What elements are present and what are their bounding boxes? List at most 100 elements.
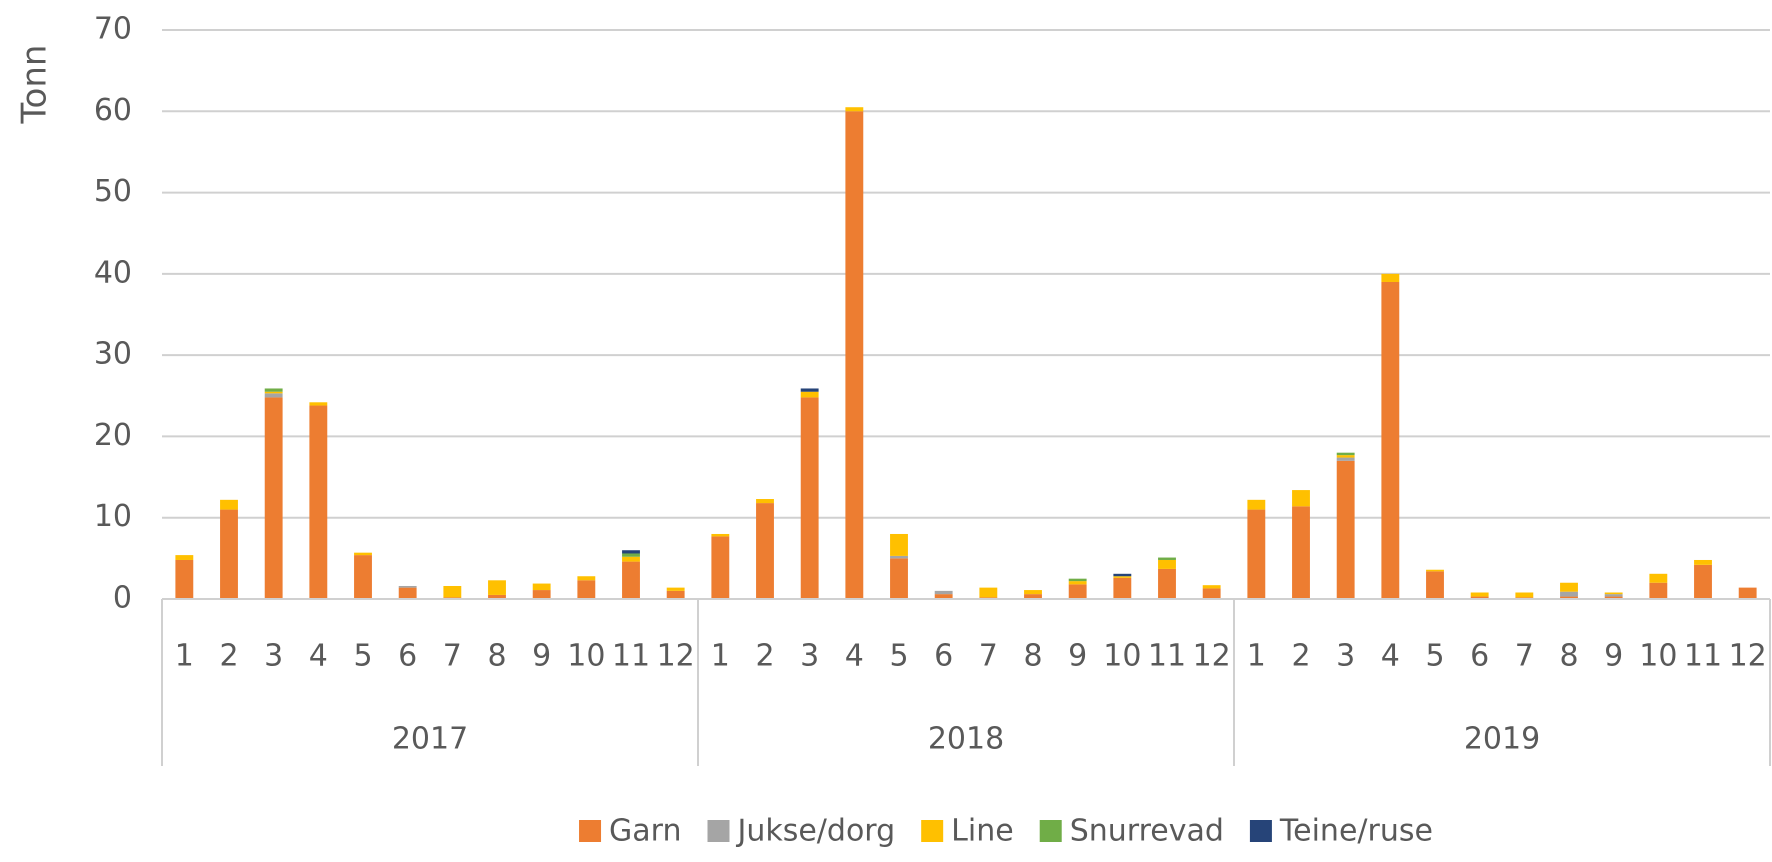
bar-segment <box>1336 457 1355 461</box>
bar-segment <box>264 388 283 392</box>
x-tick-label: 12 <box>657 639 695 674</box>
bar-segment <box>264 397 283 599</box>
bar-segment <box>1202 585 1221 589</box>
bar-segment <box>532 583 551 591</box>
x-tick-label: 7 <box>979 639 998 674</box>
bar-segment <box>845 107 864 112</box>
x-tick-label: 7 <box>443 639 462 674</box>
bar-segment <box>890 533 908 556</box>
bar-segment <box>577 576 596 581</box>
x-tick-label: 11 <box>1148 639 1186 674</box>
x-tick-label: 7 <box>1515 639 1534 674</box>
bar-segment <box>622 553 640 557</box>
bar-segment <box>622 550 640 554</box>
bar-segment <box>1336 455 1355 458</box>
group-label: 2019 <box>1464 722 1540 757</box>
bar-segment <box>666 590 685 599</box>
x-tick-label: 12 <box>1729 639 1767 674</box>
legend-label: Teine/ruse <box>1279 814 1433 849</box>
x-tick-label: 5 <box>889 639 908 674</box>
bar-segment <box>1158 557 1176 560</box>
x-tick-label: 5 <box>353 639 372 674</box>
bar-segment <box>622 561 640 599</box>
x-tick-label: 2 <box>219 639 238 674</box>
bar-segment <box>845 111 864 600</box>
bar-segment <box>354 552 372 556</box>
x-tick-label: 4 <box>1381 639 1400 674</box>
bar-segment <box>264 391 283 394</box>
x-tick-label: 8 <box>487 639 506 674</box>
bar-segment <box>1604 594 1623 597</box>
bar-segment <box>443 585 462 598</box>
y-tick-label: 40 <box>94 255 132 290</box>
y-tick-label: 30 <box>94 337 132 372</box>
x-tick-label: 11 <box>1684 639 1722 674</box>
bar-segment <box>1113 576 1132 578</box>
bar-segment <box>577 580 596 599</box>
x-tick-label: 8 <box>1559 639 1578 674</box>
bar-segment <box>711 533 730 537</box>
bar-segment <box>890 558 908 599</box>
x-tick-label: 12 <box>1193 639 1231 674</box>
bar-segment <box>175 555 194 560</box>
x-tick-label: 9 <box>1604 639 1623 674</box>
bar-segment <box>1292 506 1310 599</box>
bar-segment <box>1426 571 1444 599</box>
x-tick-label: 6 <box>398 639 417 674</box>
legend-swatch <box>1039 820 1062 842</box>
x-tick-label: 11 <box>612 639 650 674</box>
legend-label: Snurrevad <box>1070 814 1224 849</box>
bar-segment <box>1247 509 1266 599</box>
x-tick-label: 1 <box>711 639 730 674</box>
bar-segment <box>1068 584 1087 599</box>
x-tick-label: 6 <box>1470 639 1489 674</box>
bar-segment <box>1068 578 1087 582</box>
bar-segment <box>622 556 640 562</box>
x-tick-label: 4 <box>845 639 864 674</box>
x-tick-label: 2 <box>1291 639 1310 674</box>
bar-segment <box>756 503 774 599</box>
bar-segment <box>488 594 506 599</box>
bar-segment <box>1738 587 1757 599</box>
y-tick-label: 70 <box>94 12 132 47</box>
bar-segment <box>934 590 953 595</box>
bar-segment <box>488 580 506 595</box>
bar-segment <box>800 388 819 392</box>
legend-label: Jukse/dorg <box>735 814 895 849</box>
y-tick-label: 0 <box>113 581 132 616</box>
bar-segment <box>1113 573 1132 577</box>
y-axis-label: Tonn <box>15 45 55 125</box>
x-tick-label: 8 <box>1023 639 1042 674</box>
bar-segment <box>1560 591 1578 597</box>
bar-segment <box>1336 460 1355 599</box>
bar-segment <box>1024 590 1042 595</box>
bar-segment <box>1560 596 1578 599</box>
bar-segment <box>1649 573 1668 583</box>
x-tick-label: 9 <box>532 639 551 674</box>
x-tick-label: 3 <box>1336 639 1355 674</box>
x-tick-label: 10 <box>1639 639 1677 674</box>
bar-segment <box>1470 592 1489 597</box>
group-label: 2018 <box>928 722 1004 757</box>
bar-segment <box>1470 596 1489 599</box>
legend-label: Garn <box>609 814 681 849</box>
bar-segment <box>1515 592 1534 598</box>
y-tick-label: 10 <box>94 499 132 534</box>
x-tick-label: 5 <box>1425 639 1444 674</box>
bar-segment <box>309 405 328 599</box>
bar-segment <box>264 393 283 398</box>
bar-segment <box>309 402 328 406</box>
group-label: 2017 <box>392 722 468 757</box>
x-tick-label: 9 <box>1068 639 1087 674</box>
x-tick-label: 4 <box>309 639 328 674</box>
y-tick-label: 60 <box>94 93 132 128</box>
bar-segment <box>800 397 819 599</box>
bar-segment <box>354 555 372 599</box>
bar-segment <box>1694 564 1712 599</box>
bar-segment <box>890 555 908 559</box>
x-tick-label: 3 <box>264 639 283 674</box>
bar-segment <box>1649 582 1668 599</box>
bar-segment <box>934 594 953 599</box>
bar-segment <box>666 587 685 591</box>
